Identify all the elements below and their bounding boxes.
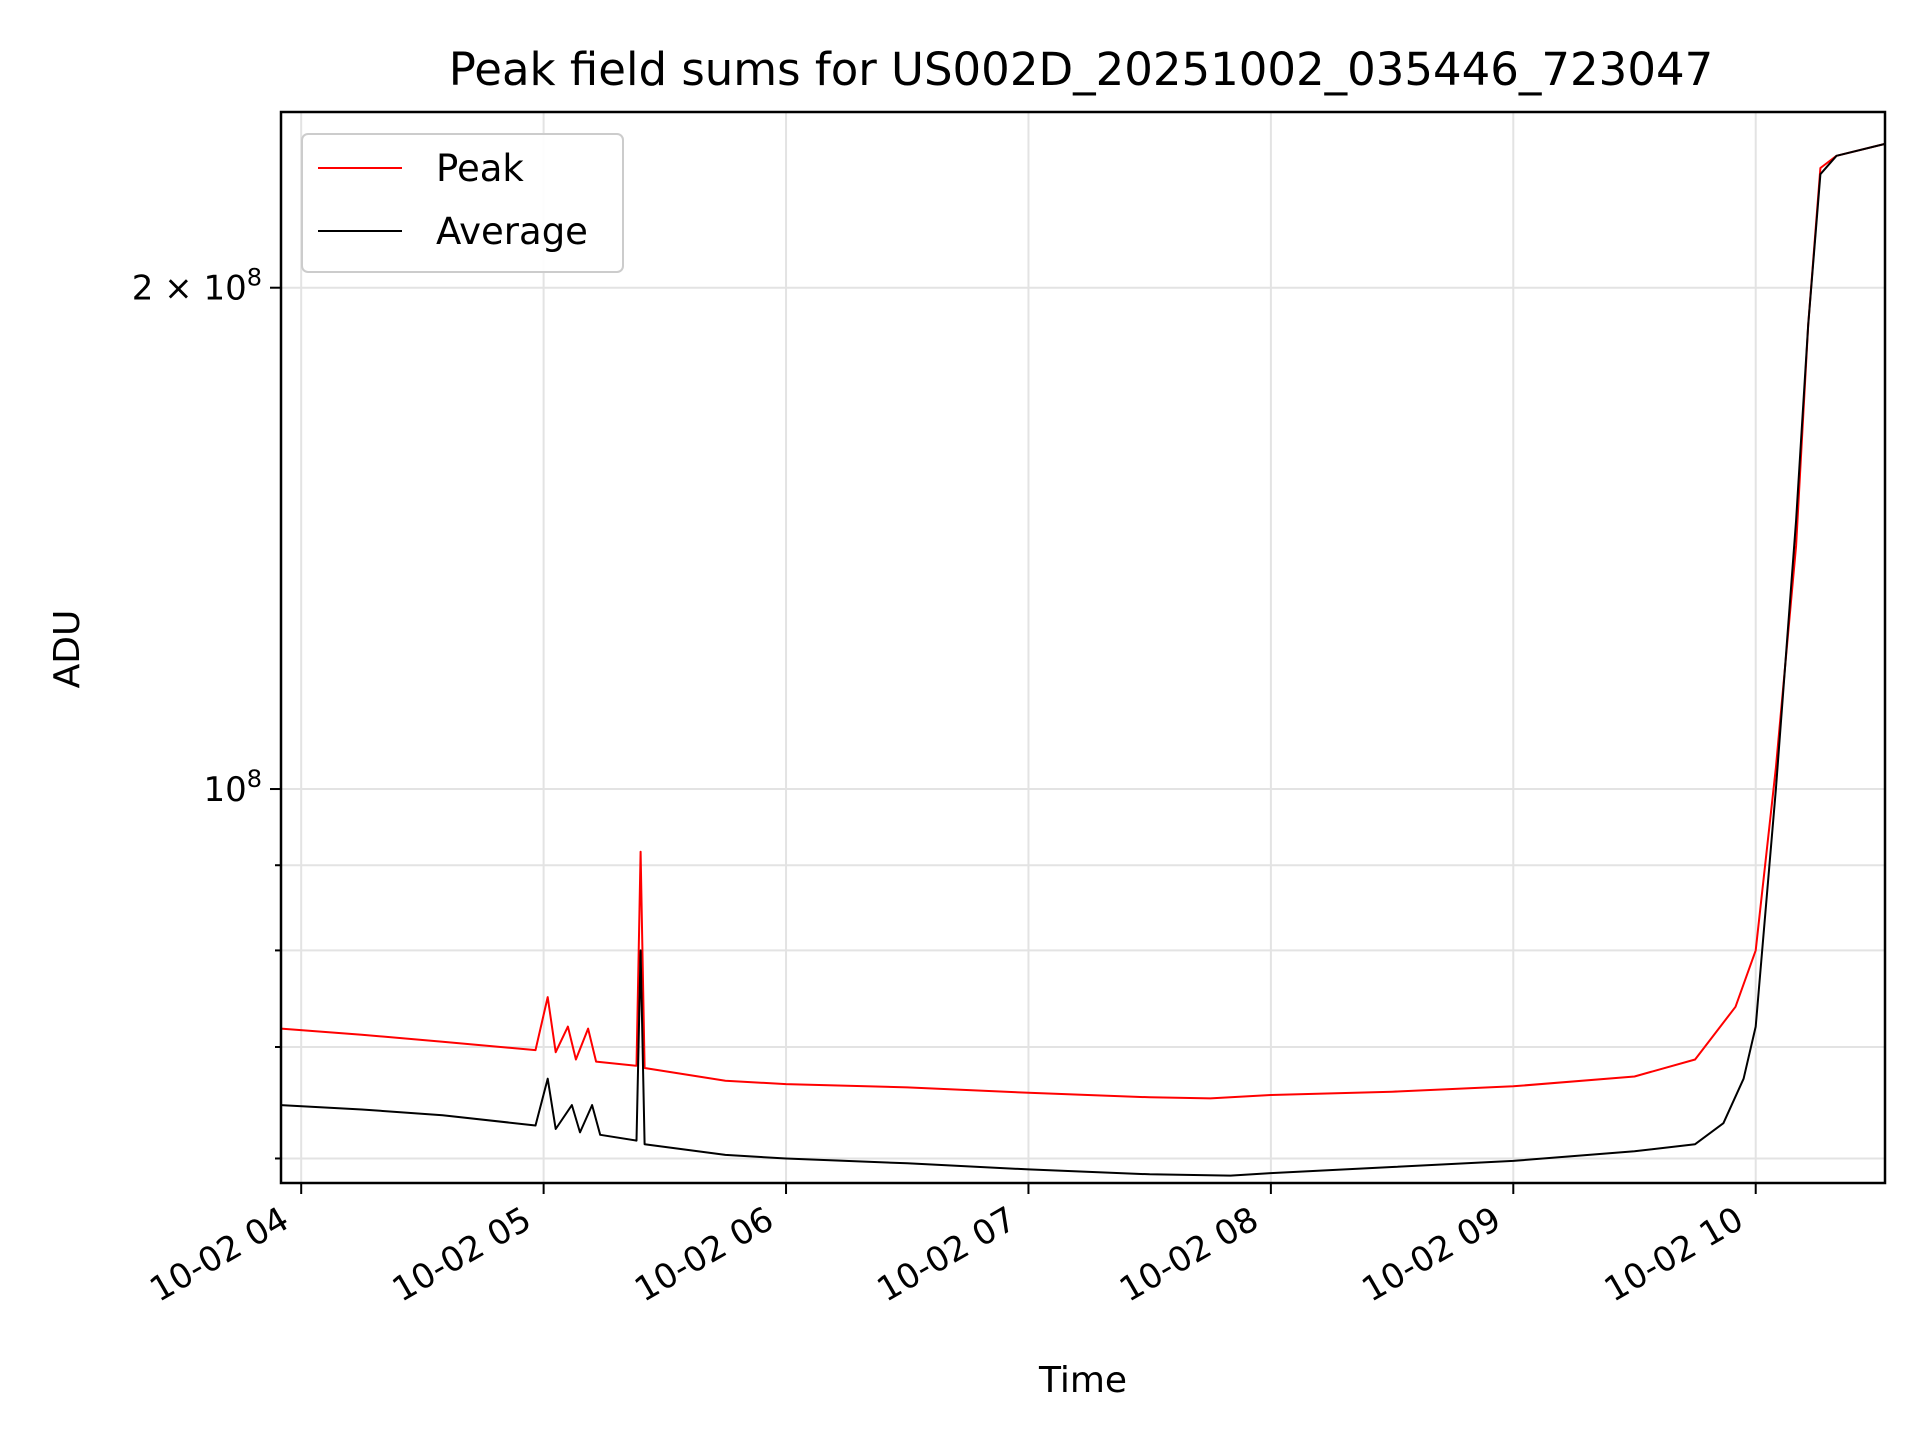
grid [281,112,1885,1183]
y-axis-title: ADU [47,610,88,689]
plot-frame [279,110,1887,1185]
y-tick-label: 108 [203,765,262,810]
y-tick-label: 2 × 108 [132,264,262,309]
series-line-peak [280,142,1886,1100]
x-axis-title: Time [1038,1360,1127,1401]
series-layer [280,142,1886,1177]
legend-label-peak: Peak [436,147,524,190]
series-line-average [280,142,1886,1177]
chart-title: Peak field sums for US002D_20251002_0354… [449,43,1713,96]
legend: Peak Average [301,133,624,273]
legend-label-average: Average [436,210,588,253]
